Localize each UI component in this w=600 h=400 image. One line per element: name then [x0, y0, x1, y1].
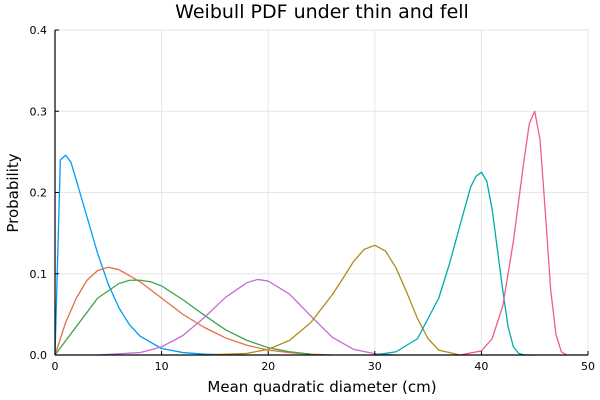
- grid: [54, 29, 589, 356]
- chart-title: Weibull PDF under thin and fell: [175, 1, 469, 23]
- x-tick-label: 0: [52, 360, 59, 373]
- y-tick-label: 0.1: [30, 268, 48, 281]
- x-tick-label: 30: [368, 360, 382, 373]
- x-tick-label: 40: [474, 360, 488, 373]
- series-line: [54, 266, 333, 356]
- y-tick-label: 0.3: [30, 105, 48, 118]
- plot-lines: [54, 110, 568, 356]
- y-tick-label: 0.4: [30, 24, 48, 37]
- y-tick-label: 0.2: [30, 187, 48, 200]
- series-line: [97, 278, 397, 356]
- x-axis-label: Mean quadratic diameter (cm): [207, 378, 436, 396]
- x-tick-label: 20: [261, 360, 275, 373]
- x-tick-label: 10: [155, 360, 169, 373]
- series-line: [204, 244, 461, 356]
- x-tick-label: 50: [581, 360, 595, 373]
- y-tick-label: 0.0: [30, 349, 48, 362]
- series-line: [54, 154, 247, 356]
- series-line: [54, 279, 311, 356]
- ticks: 0 10 20 30 40 50 0.0 0.1 0.2 0.3 0.4: [30, 24, 596, 373]
- y-axis-label: Probability: [4, 153, 22, 232]
- series-line: [459, 110, 568, 356]
- series-line: [374, 171, 535, 356]
